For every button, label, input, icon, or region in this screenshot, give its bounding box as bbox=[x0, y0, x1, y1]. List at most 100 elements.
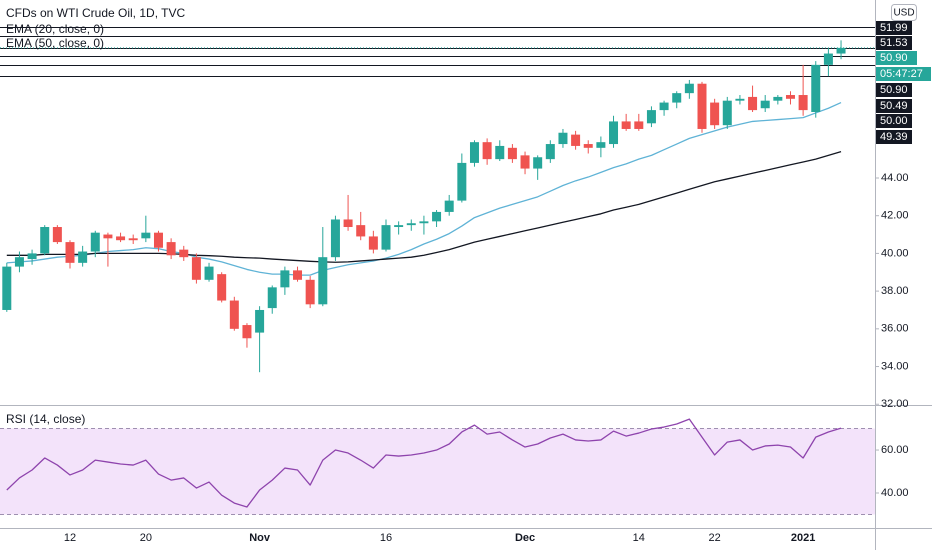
candle-body bbox=[432, 211, 442, 222]
candle-body bbox=[217, 274, 227, 301]
candle-body bbox=[179, 249, 189, 258]
candle-body bbox=[507, 147, 517, 160]
candle-body bbox=[495, 145, 505, 160]
candle-body bbox=[40, 227, 50, 254]
candle-body bbox=[356, 225, 366, 237]
candle-body bbox=[52, 227, 62, 243]
x-tick-label: Nov bbox=[249, 532, 271, 544]
countdown-box bbox=[876, 67, 931, 81]
level-label-box bbox=[876, 21, 912, 35]
ema-legend: EMA (20, close, 0) bbox=[6, 22, 104, 36]
candle-body bbox=[710, 102, 720, 126]
candle-body bbox=[697, 83, 707, 129]
ema-line bbox=[6, 101, 842, 276]
candle-body bbox=[27, 253, 37, 260]
candle-body bbox=[482, 142, 492, 160]
rsi-band bbox=[0, 428, 875, 515]
y-tick-label: 36.00 bbox=[881, 323, 909, 335]
x-tick-label: 12 bbox=[64, 532, 76, 544]
candle-body bbox=[798, 95, 808, 111]
y-tick-label: 44.00 bbox=[881, 172, 909, 184]
ema-legend: EMA (50, close, 0) bbox=[6, 36, 104, 50]
candle-body bbox=[785, 95, 795, 99]
candle-body bbox=[267, 287, 277, 309]
candle-body bbox=[457, 162, 467, 201]
y-tick-label: 60.00 bbox=[881, 444, 909, 456]
candle-body bbox=[343, 219, 353, 228]
y-tick-label: 40.00 bbox=[881, 487, 909, 499]
candle-body bbox=[672, 93, 682, 103]
candle-body bbox=[444, 200, 454, 212]
candle-body bbox=[293, 270, 303, 280]
candle-body bbox=[760, 100, 770, 109]
candle-body bbox=[836, 47, 846, 54]
candle-body bbox=[305, 279, 315, 305]
candle-body bbox=[103, 234, 113, 239]
candle-body bbox=[596, 142, 606, 148]
candle-body bbox=[368, 236, 378, 250]
rsi-title: RSI (14, close) bbox=[6, 412, 85, 426]
candle-body bbox=[191, 257, 201, 280]
candle-body bbox=[773, 96, 783, 101]
candle-body bbox=[280, 270, 290, 288]
candle-body bbox=[558, 132, 568, 145]
marks-layer bbox=[2, 40, 846, 508]
candle-body bbox=[229, 300, 239, 329]
level-label-box bbox=[876, 130, 912, 144]
rsi-line bbox=[6, 418, 842, 508]
candle-body bbox=[419, 221, 429, 224]
y-tick-label: 34.00 bbox=[881, 360, 909, 372]
candle-body bbox=[545, 144, 555, 160]
candle-body bbox=[153, 232, 163, 248]
countdown-label: 05:47:27 bbox=[880, 68, 923, 80]
currency-label[interactable]: USD bbox=[893, 8, 914, 19]
candle-body bbox=[811, 64, 821, 112]
ema-line bbox=[6, 150, 842, 263]
candle-body bbox=[394, 225, 404, 228]
current-price-box bbox=[876, 51, 917, 65]
y-tick-label: 42.00 bbox=[881, 210, 909, 222]
candle-body bbox=[609, 121, 619, 145]
level-label: 51.99 bbox=[880, 22, 908, 34]
y-tick-label: 38.00 bbox=[881, 285, 909, 297]
candle-body bbox=[330, 219, 340, 258]
x-tick-label: 16 bbox=[380, 532, 392, 544]
candle-body bbox=[634, 121, 644, 129]
candle-body bbox=[533, 157, 543, 169]
candle-body bbox=[621, 121, 631, 129]
chart-title: CFDs on WTI Crude Oil, 1D, TVC bbox=[6, 6, 185, 20]
candle-body bbox=[735, 98, 745, 101]
candle-body bbox=[722, 100, 732, 126]
candle-body bbox=[659, 102, 669, 111]
level-label-box bbox=[876, 36, 912, 50]
level-label-box bbox=[876, 83, 912, 97]
level-label: 51.53 bbox=[880, 37, 908, 49]
candle-body bbox=[571, 134, 581, 146]
candle-body bbox=[78, 251, 88, 263]
x-tick-label: 22 bbox=[709, 532, 721, 544]
level-label: 50.90 bbox=[880, 84, 908, 96]
candle-body bbox=[65, 242, 75, 263]
back-layer bbox=[0, 27, 875, 515]
candle-body bbox=[14, 257, 24, 267]
current-price-label: 50.90 bbox=[880, 52, 908, 64]
candle-body bbox=[381, 225, 391, 250]
candle-body bbox=[128, 238, 138, 241]
candle-body bbox=[242, 325, 252, 339]
level-label: 50.49 bbox=[880, 100, 908, 112]
candle-body bbox=[748, 96, 758, 111]
candle-body bbox=[204, 266, 214, 280]
candle-body bbox=[255, 309, 265, 333]
candle-body bbox=[406, 223, 416, 226]
candle-body bbox=[823, 53, 833, 65]
candle-body bbox=[116, 236, 126, 241]
x-tick-label: 20 bbox=[140, 532, 152, 544]
currency-box[interactable] bbox=[891, 4, 917, 21]
candle-body bbox=[646, 110, 656, 124]
candle-body bbox=[90, 232, 100, 252]
candle-body bbox=[166, 242, 176, 256]
x-tick-label: Dec bbox=[515, 532, 535, 544]
x-tick-label: 14 bbox=[633, 532, 645, 544]
candle-body bbox=[318, 257, 328, 305]
